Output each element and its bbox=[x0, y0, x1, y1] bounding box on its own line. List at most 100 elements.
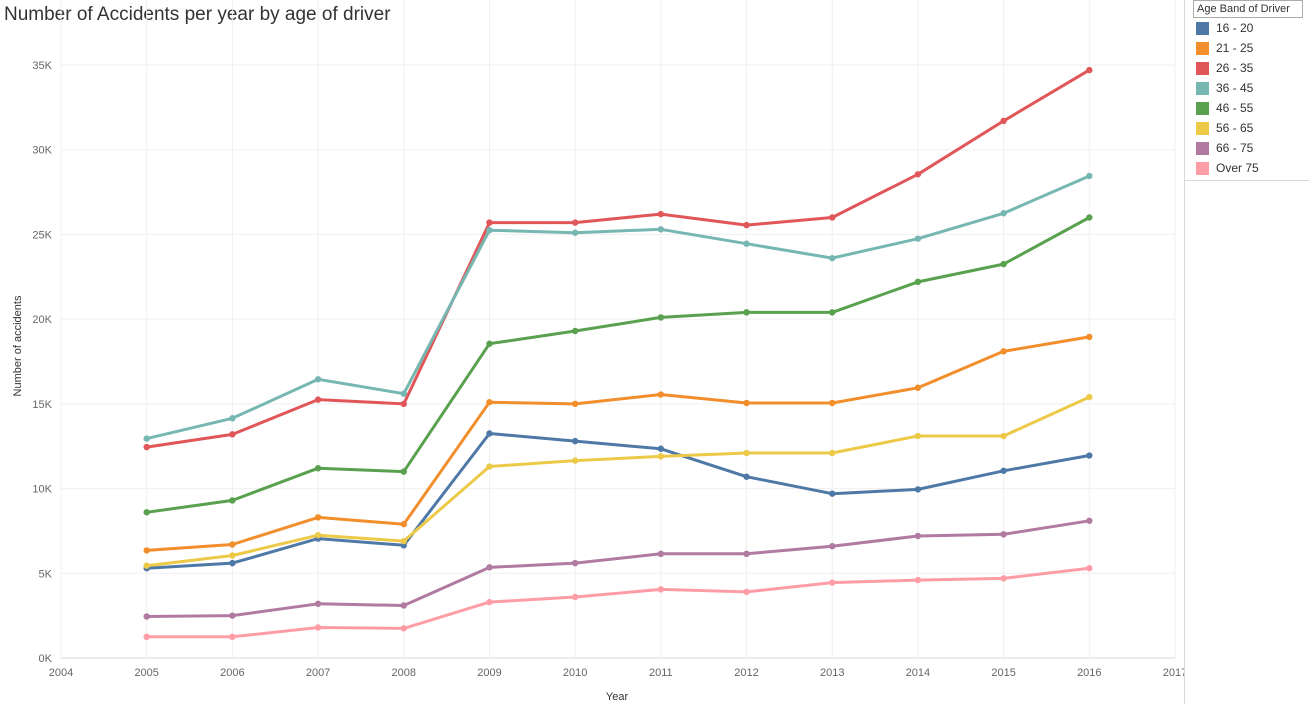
data-point[interactable] bbox=[486, 219, 493, 226]
data-point[interactable] bbox=[1000, 260, 1007, 268]
data-point[interactable] bbox=[657, 453, 665, 460]
data-point[interactable] bbox=[229, 633, 236, 641]
data-point[interactable] bbox=[829, 579, 836, 586]
data-point[interactable] bbox=[914, 486, 922, 493]
legend-item[interactable]: 66 - 75 bbox=[1185, 138, 1309, 158]
data-point[interactable] bbox=[1086, 517, 1093, 524]
data-point[interactable] bbox=[829, 490, 836, 497]
data-point[interactable] bbox=[571, 400, 579, 408]
data-point[interactable] bbox=[743, 309, 750, 316]
data-point[interactable] bbox=[314, 376, 322, 383]
data-point[interactable] bbox=[1000, 531, 1007, 538]
legend-item[interactable]: 26 - 35 bbox=[1185, 58, 1309, 78]
data-point[interactable] bbox=[743, 550, 750, 558]
data-point[interactable] bbox=[657, 226, 665, 233]
data-point[interactable] bbox=[829, 449, 836, 457]
data-point[interactable] bbox=[657, 445, 665, 452]
data-point[interactable] bbox=[1000, 348, 1007, 355]
data-point[interactable] bbox=[914, 432, 922, 440]
data-point[interactable] bbox=[400, 400, 407, 408]
data-point[interactable] bbox=[571, 593, 579, 601]
data-point[interactable] bbox=[657, 550, 665, 558]
data-point[interactable] bbox=[1000, 467, 1007, 474]
data-point[interactable] bbox=[143, 613, 150, 620]
data-point[interactable] bbox=[571, 457, 579, 464]
data-point[interactable] bbox=[743, 221, 750, 229]
data-point[interactable] bbox=[400, 468, 407, 475]
legend-item[interactable]: Over 75 bbox=[1185, 158, 1309, 178]
data-point[interactable] bbox=[1086, 66, 1093, 74]
data-point[interactable] bbox=[486, 340, 493, 347]
data-point[interactable] bbox=[229, 497, 236, 504]
data-point[interactable] bbox=[1000, 117, 1007, 125]
data-point[interactable] bbox=[486, 226, 493, 234]
legend-item[interactable]: 46 - 55 bbox=[1185, 98, 1309, 118]
data-point[interactable] bbox=[657, 210, 665, 218]
data-point[interactable] bbox=[400, 390, 407, 397]
data-point[interactable] bbox=[571, 437, 579, 445]
data-point[interactable] bbox=[486, 598, 493, 606]
data-point[interactable] bbox=[314, 531, 322, 539]
data-point[interactable] bbox=[829, 214, 836, 221]
data-point[interactable] bbox=[743, 449, 750, 457]
data-point[interactable] bbox=[143, 562, 150, 569]
data-point[interactable] bbox=[229, 431, 236, 438]
data-point[interactable] bbox=[743, 588, 750, 596]
data-point[interactable] bbox=[400, 625, 407, 632]
data-point[interactable] bbox=[914, 384, 922, 391]
data-point[interactable] bbox=[229, 559, 236, 567]
data-point[interactable] bbox=[1086, 393, 1093, 401]
data-point[interactable] bbox=[486, 463, 493, 470]
data-point[interactable] bbox=[657, 314, 665, 321]
data-point[interactable] bbox=[1086, 452, 1093, 459]
data-point[interactable] bbox=[400, 520, 407, 528]
data-point[interactable] bbox=[229, 541, 236, 548]
data-point[interactable] bbox=[914, 278, 922, 286]
data-point[interactable] bbox=[400, 602, 407, 609]
data-point[interactable] bbox=[486, 564, 493, 571]
legend-item[interactable]: 56 - 65 bbox=[1185, 118, 1309, 138]
data-point[interactable] bbox=[1086, 172, 1093, 180]
data-point[interactable] bbox=[400, 537, 407, 545]
data-point[interactable] bbox=[829, 542, 836, 550]
data-point[interactable] bbox=[829, 254, 836, 262]
data-point[interactable] bbox=[743, 473, 750, 480]
data-point[interactable] bbox=[914, 171, 922, 178]
data-point[interactable] bbox=[829, 309, 836, 316]
data-point[interactable] bbox=[143, 633, 150, 641]
data-point[interactable] bbox=[314, 396, 322, 403]
data-point[interactable] bbox=[657, 586, 665, 593]
data-point[interactable] bbox=[1000, 210, 1007, 217]
data-point[interactable] bbox=[743, 399, 750, 407]
data-point[interactable] bbox=[571, 327, 579, 335]
legend-item[interactable]: 16 - 20 bbox=[1185, 18, 1309, 38]
data-point[interactable] bbox=[314, 624, 322, 631]
data-point[interactable] bbox=[143, 443, 150, 451]
legend-item[interactable]: 36 - 45 bbox=[1185, 78, 1309, 98]
data-point[interactable] bbox=[229, 552, 236, 559]
data-point[interactable] bbox=[571, 229, 579, 236]
data-point[interactable] bbox=[743, 240, 750, 247]
legend-item[interactable]: 21 - 25 bbox=[1185, 38, 1309, 58]
data-point[interactable] bbox=[1086, 333, 1093, 341]
data-point[interactable] bbox=[314, 514, 322, 521]
data-point[interactable] bbox=[571, 219, 579, 226]
data-point[interactable] bbox=[914, 576, 922, 584]
data-point[interactable] bbox=[1000, 432, 1007, 440]
data-point[interactable] bbox=[571, 559, 579, 567]
data-point[interactable] bbox=[314, 600, 322, 607]
data-point[interactable] bbox=[229, 612, 236, 619]
data-point[interactable] bbox=[1086, 565, 1093, 572]
data-point[interactable] bbox=[143, 509, 150, 516]
data-point[interactable] bbox=[486, 430, 493, 437]
data-point[interactable] bbox=[829, 399, 836, 407]
data-point[interactable] bbox=[657, 391, 665, 398]
data-point[interactable] bbox=[143, 547, 150, 554]
data-point[interactable] bbox=[229, 415, 236, 422]
data-point[interactable] bbox=[143, 435, 150, 442]
data-point[interactable] bbox=[914, 532, 922, 540]
data-point[interactable] bbox=[1086, 214, 1093, 221]
data-point[interactable] bbox=[914, 235, 922, 242]
data-point[interactable] bbox=[486, 398, 493, 406]
data-point[interactable] bbox=[314, 465, 322, 472]
